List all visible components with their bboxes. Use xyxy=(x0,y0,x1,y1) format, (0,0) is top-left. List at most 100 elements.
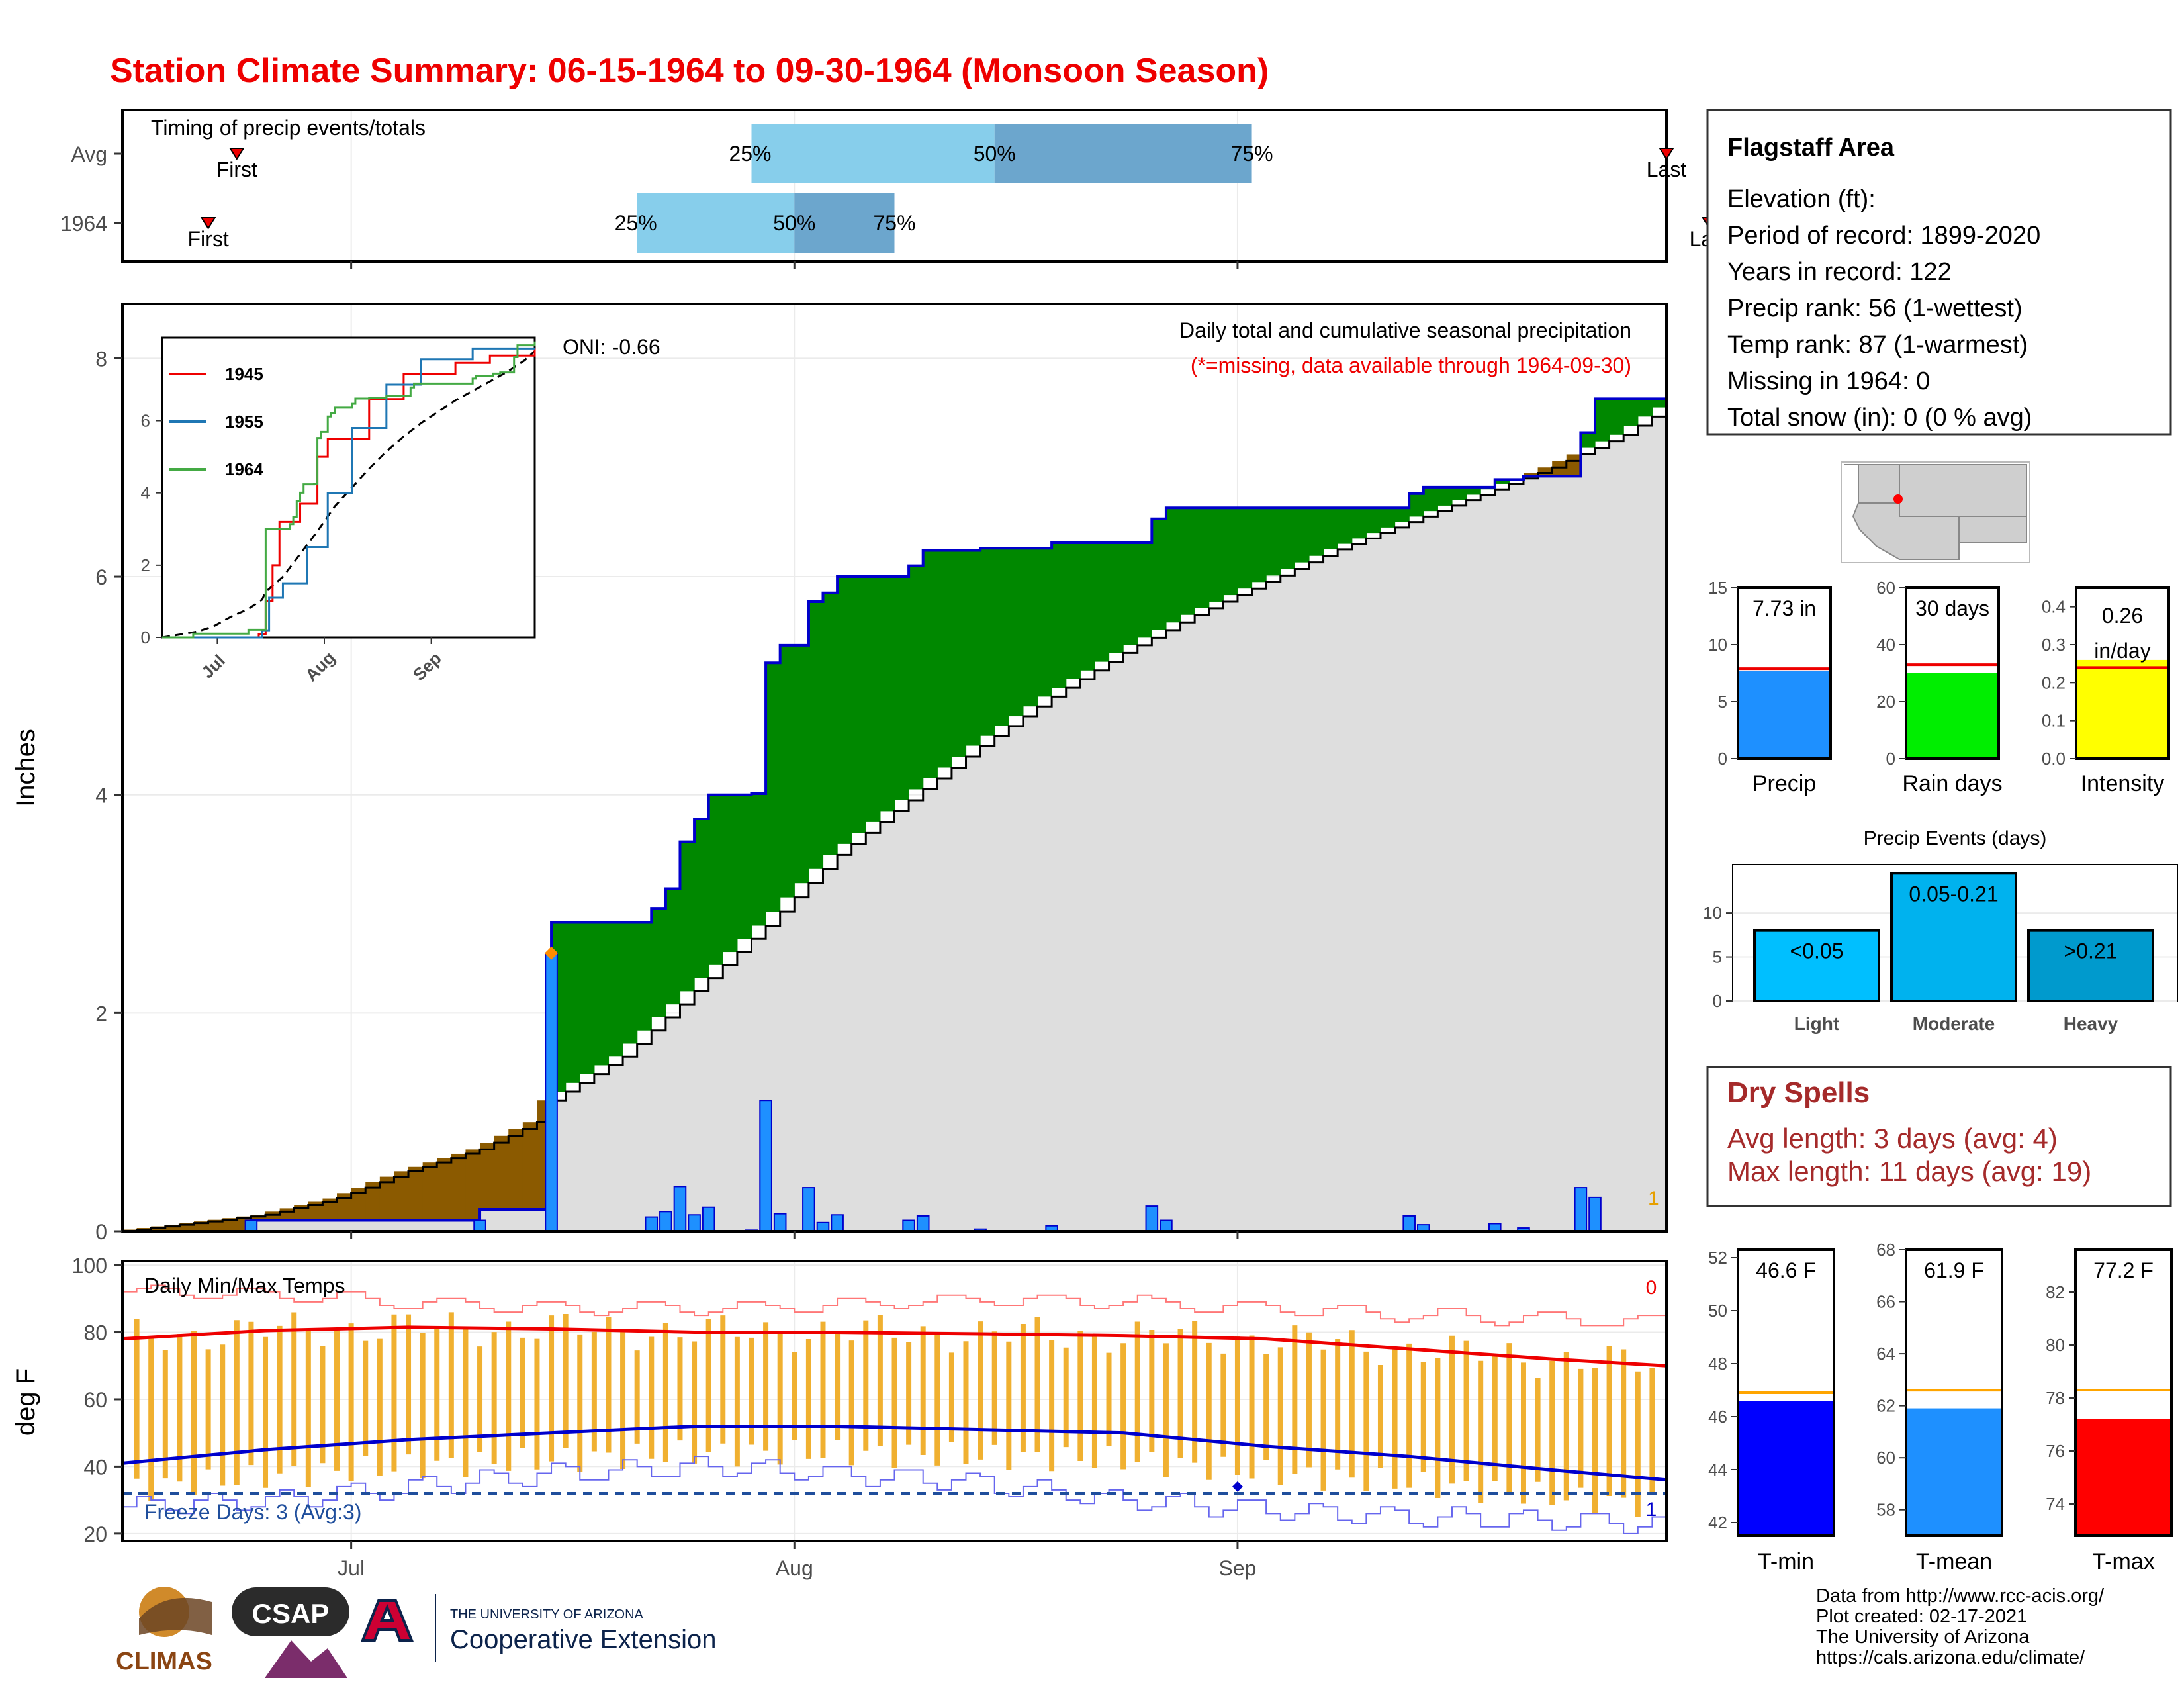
inset-legend-label: 1964 xyxy=(225,459,263,479)
deficit-segment xyxy=(279,1208,295,1221)
station-info-line: Precip rank: 56 (1-wettest) xyxy=(1727,295,2023,322)
surplus-segment xyxy=(723,794,738,953)
event-bar-name: Moderate xyxy=(1913,1013,1995,1034)
daily-precip-bar xyxy=(244,1219,258,1233)
iqr-lower-box xyxy=(637,193,795,253)
daily-precip-bar xyxy=(1145,1205,1159,1232)
temp-bar-y-tick-label: 64 xyxy=(1876,1344,1895,1364)
event-bar-name: Light xyxy=(1794,1013,1839,1034)
deficit-segment xyxy=(351,1188,366,1221)
temp-bar-label: T-mean xyxy=(1916,1549,1992,1574)
surplus-segment xyxy=(766,663,781,912)
surplus-segment xyxy=(980,548,995,736)
surplus-segment xyxy=(808,601,824,869)
surplus-segment xyxy=(1180,508,1195,615)
temp-bar-value: 77.2 F xyxy=(2093,1258,2154,1282)
summary-bar-y-tick-label: 20 xyxy=(1876,692,1895,712)
surplus-segment xyxy=(608,922,623,1057)
daily-precip-bar xyxy=(1588,1196,1602,1232)
surplus-segment xyxy=(937,550,952,768)
surplus-segment xyxy=(1152,518,1167,630)
precip-y-tick-label: 2 xyxy=(95,1002,107,1025)
surplus-segment xyxy=(751,794,766,926)
daily-precip-bar xyxy=(1160,1219,1173,1233)
deficit-segment xyxy=(1537,467,1553,477)
surplus-segment xyxy=(1366,508,1381,534)
climas-emblem-wave xyxy=(139,1597,212,1635)
dry-spells-title: Dry Spells xyxy=(1727,1076,1870,1109)
deficit-segment xyxy=(494,1135,509,1210)
daily-precip-bar xyxy=(688,1214,701,1233)
surplus-segment xyxy=(1295,508,1310,563)
deficit-segment xyxy=(265,1211,281,1221)
daily-precip-bar xyxy=(831,1214,844,1233)
summary-bar-frame xyxy=(1737,586,1832,760)
temp-bar-y-tick-label: 76 xyxy=(2046,1441,2065,1461)
first-event-label: First xyxy=(216,158,257,181)
surplus-segment xyxy=(1351,508,1367,539)
normal-tmin-line xyxy=(122,1425,1667,1482)
deficit-segment xyxy=(308,1201,324,1221)
missing-data-note: (*=missing, data available through 1964-… xyxy=(1191,353,1631,377)
deficit-segment xyxy=(437,1158,452,1221)
map-region xyxy=(1844,464,2027,560)
inset-y-tick-label: 2 xyxy=(141,555,150,575)
surplus-segment xyxy=(651,908,666,1017)
event-bar xyxy=(2027,929,2154,1002)
inset-y-tick-label: 6 xyxy=(141,411,150,431)
precip-caption: Daily total and cumulative seasonal prec… xyxy=(1179,318,1631,342)
surplus-segment xyxy=(1623,399,1639,426)
deficit-segment xyxy=(208,1219,223,1231)
surplus-segment xyxy=(1637,399,1653,417)
surplus-segment xyxy=(1323,508,1338,549)
daily-precip-bar xyxy=(545,952,558,1232)
ua-logo: THE UNIVERSITY OF ARIZONA Cooperative Ext… xyxy=(361,1594,716,1662)
dry-spells-box xyxy=(1706,1066,2172,1207)
surplus-segment xyxy=(894,577,909,800)
surplus-segment xyxy=(565,922,580,1083)
station-info-line: Missing in 1964: 0 xyxy=(1727,367,1930,395)
q25-label: 25% xyxy=(615,211,657,235)
dry-spells-max: Max length: 11 days (avg: 19) xyxy=(1727,1156,2091,1187)
station-info-line: Elevation (ft): xyxy=(1727,185,1876,213)
summary-bar-fill xyxy=(1906,673,1999,759)
surplus-segment xyxy=(1109,542,1124,653)
temp-bar-value: 61.9 F xyxy=(1924,1258,1984,1282)
surplus-segment xyxy=(1023,548,1038,707)
daily-precip-bar xyxy=(473,1219,486,1233)
summary-bar-y-tick-label: 0 xyxy=(1718,749,1727,769)
temp-bar-value: 46.6 F xyxy=(1756,1258,1816,1282)
csap-logo: CSAP xyxy=(232,1587,349,1678)
daily-precip-bar xyxy=(802,1187,815,1232)
oni-label: ONI: -0.66 xyxy=(563,335,660,359)
q75-label: 75% xyxy=(873,211,915,235)
daily-precip-bar xyxy=(659,1211,672,1233)
temp-bar-fill xyxy=(1906,1408,2002,1536)
inset-y-tick-label: 4 xyxy=(141,483,150,503)
events-y-tick-label: 0 xyxy=(1713,991,1722,1011)
first-event-marker xyxy=(200,217,216,230)
timing-row-label: 1964 xyxy=(60,212,107,236)
surplus-segment xyxy=(1494,479,1510,484)
inset-legend-label: 1945 xyxy=(225,364,263,384)
temp-y-tick-label: 100 xyxy=(72,1254,107,1278)
ua-small-text: THE UNIVERSITY OF ARIZONA xyxy=(450,1607,644,1622)
footer: Data from http://www.rcc-acis.org/Plot c… xyxy=(116,1585,2105,1678)
surplus-segment xyxy=(1037,548,1052,697)
temp-bar-y-tick-label: 68 xyxy=(1876,1240,1895,1260)
surplus-segment xyxy=(1338,508,1353,544)
deficit-segment xyxy=(1523,473,1539,477)
deficit-segment xyxy=(522,1122,538,1210)
temp-bar-label: T-max xyxy=(2092,1549,2154,1574)
event-bar-range: >0.21 xyxy=(2064,939,2118,963)
summary-bar-value: 7.73 in xyxy=(1752,596,1816,620)
surplus-segment xyxy=(909,565,924,790)
deficit-segment xyxy=(465,1149,480,1221)
ua-a-mark xyxy=(361,1599,414,1642)
deficit-segment xyxy=(480,1143,495,1210)
surplus-segment xyxy=(1409,493,1424,517)
surplus-segment xyxy=(1223,508,1238,596)
deficit-segment xyxy=(508,1129,523,1210)
daily-precip-bar xyxy=(916,1215,930,1232)
summary-bar-y-tick-label: 0 xyxy=(1886,749,1895,769)
